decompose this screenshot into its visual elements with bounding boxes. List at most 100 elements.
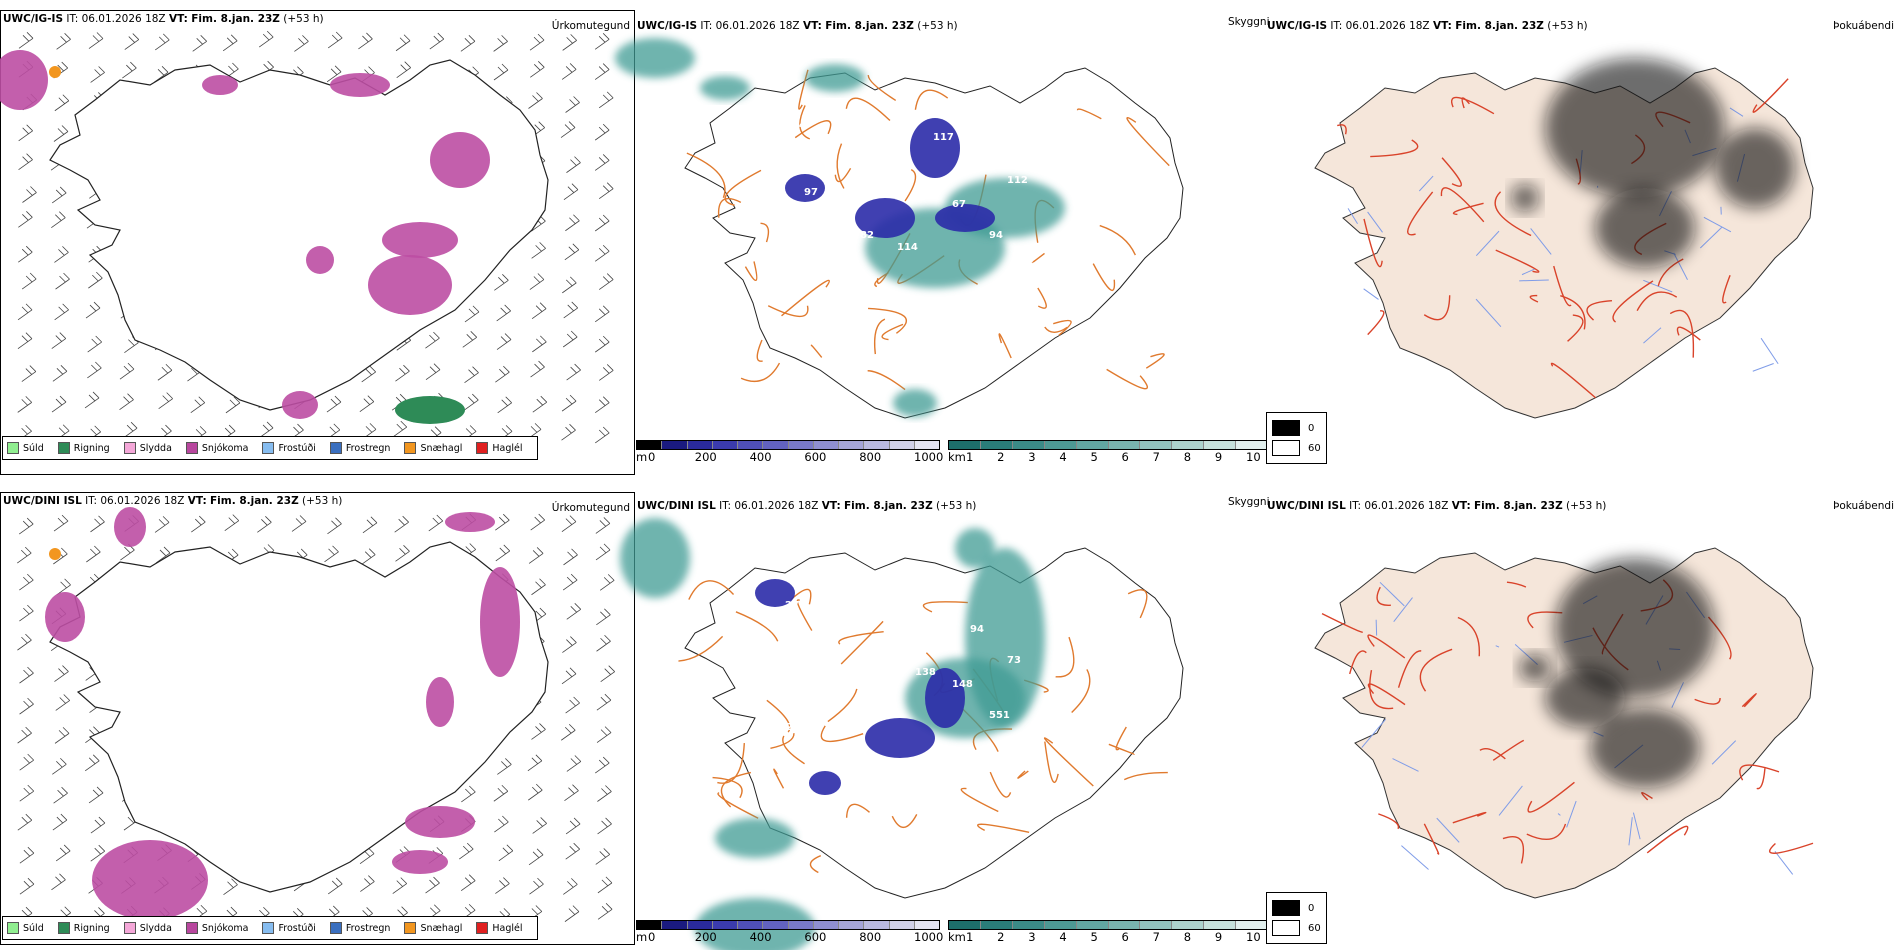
legend-item: Rigning: [57, 442, 110, 454]
colorbar-tick: 6: [1121, 450, 1129, 464]
wind-barb: [124, 33, 140, 50]
wind-barb: [327, 31, 343, 49]
cloud-base-label: 88: [896, 600, 910, 611]
colorbar-cell: [813, 921, 839, 929]
river: [1436, 817, 1460, 843]
cloud-base-label: 644: [785, 120, 806, 131]
river: [1367, 211, 1383, 233]
colorbar-tick: 1: [966, 450, 974, 464]
road-segment: [1694, 697, 1721, 705]
road-segment: [1641, 791, 1653, 801]
road-segment: [770, 733, 795, 750]
river: [1671, 682, 1684, 708]
wind-barb: [493, 784, 509, 802]
snow-area: [330, 73, 390, 97]
fog-area: [1519, 654, 1551, 682]
road-segment: [1451, 96, 1495, 115]
vis-colorbar-labels: km 1 2 3 4 5 6 7 8 9 10: [948, 450, 1268, 464]
legend-item: Snæhagl: [404, 922, 462, 934]
wind-barb: [51, 332, 67, 349]
legend-label: Slydda: [139, 442, 172, 454]
wind-barb: [530, 360, 545, 378]
colorbar-tick: 2: [997, 930, 1005, 944]
road-segment: [1031, 252, 1045, 264]
wind-barb: [532, 817, 547, 834]
colorbar-cell: [662, 441, 688, 449]
wind-barb: [158, 392, 173, 409]
colorbar-cell: [763, 921, 789, 929]
low-cloud-base: [925, 668, 965, 728]
snow-area: [202, 75, 238, 95]
colorbar-cell: [1076, 441, 1109, 449]
river: [1498, 785, 1523, 816]
wind-barb: [594, 305, 610, 323]
colorbar-tick: 600: [804, 450, 827, 464]
vis-colorbar-swatches: [948, 920, 1268, 930]
fog-area: [1590, 708, 1700, 788]
colorbar-cell: [980, 441, 1013, 449]
legend-label: Rigning: [73, 922, 110, 934]
snow-area: [114, 507, 146, 547]
legend-swatch: [476, 922, 489, 934]
road-segment: [1397, 650, 1422, 688]
legend-item: Snjókoma: [185, 922, 248, 934]
legend-swatch: [7, 922, 19, 934]
road-segment: [744, 261, 758, 281]
road-segment: [1741, 692, 1757, 708]
low-cloud-base: [910, 118, 960, 178]
river: [1643, 279, 1673, 293]
wind-barb: [563, 183, 579, 201]
snow-area: [382, 222, 458, 258]
wind-barb: [395, 364, 410, 382]
wind-barb: [459, 842, 474, 860]
road-segment: [1553, 265, 1572, 307]
river: [1475, 298, 1502, 328]
wind-barb: [90, 844, 106, 862]
wind-barb: [157, 363, 173, 381]
wind-barb: [599, 574, 615, 591]
road-segment: [717, 198, 742, 218]
cloud-base-label: 94: [989, 230, 1003, 241]
river: [1401, 845, 1429, 870]
road-segment: [1043, 737, 1094, 787]
wind-barb: [361, 365, 376, 383]
road-segment: [1044, 326, 1068, 334]
colorbar-cell: [788, 441, 814, 449]
road-segment: [1492, 739, 1525, 761]
precip-type-title-row2: Úrkomutegund: [551, 502, 630, 514]
vis-colorbar-swatches: [948, 440, 1268, 450]
wind-barb: [53, 514, 69, 532]
colorbar-tick: 10: [1246, 450, 1261, 464]
cloud-base-label: 120: [933, 612, 954, 623]
road-segment: [1567, 314, 1584, 342]
hail-area: [49, 66, 61, 78]
colorbar-tick: 400: [749, 450, 772, 464]
wind-barb: [600, 665, 615, 683]
snow-area: [306, 246, 334, 274]
wind-barb: [594, 335, 610, 353]
wind-barb: [52, 365, 68, 382]
river: [1711, 740, 1737, 765]
wind-barb: [55, 844, 71, 862]
fog-title-row2: Þokuábendi: [1833, 500, 1894, 512]
snow-area: [405, 806, 475, 838]
legend-swatch: [262, 442, 275, 454]
road-segment: [1529, 294, 1539, 303]
cloud-base-label: 139: [878, 655, 899, 666]
colorbar-cell: [914, 441, 939, 449]
road-segment: [868, 307, 908, 334]
cloud-base-label: 268: [786, 722, 807, 733]
road-segment: [1586, 299, 1613, 321]
wind-barb: [21, 272, 37, 290]
river: [1363, 288, 1379, 300]
wind-barb: [19, 666, 34, 684]
wind-barb: [17, 546, 32, 564]
road-segment: [1657, 258, 1684, 287]
wind-barb: [88, 786, 104, 804]
road-segment: [1123, 771, 1168, 781]
road-segment: [1037, 287, 1047, 309]
colorbar-cell: [712, 441, 738, 449]
cloud-base-label: 112: [1007, 175, 1028, 186]
map-fog-row2: [1314, 547, 1814, 899]
legend-item: Frostúði: [262, 922, 316, 934]
